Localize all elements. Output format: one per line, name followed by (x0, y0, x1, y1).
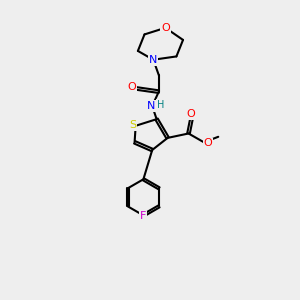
Text: O: O (161, 23, 170, 33)
Text: F: F (140, 212, 147, 221)
Text: O: O (127, 82, 136, 92)
Text: O: O (203, 138, 212, 148)
Text: O: O (186, 109, 195, 119)
Text: N: N (149, 55, 158, 65)
Text: H: H (157, 100, 164, 110)
Text: N: N (147, 101, 155, 111)
Text: S: S (129, 120, 136, 130)
